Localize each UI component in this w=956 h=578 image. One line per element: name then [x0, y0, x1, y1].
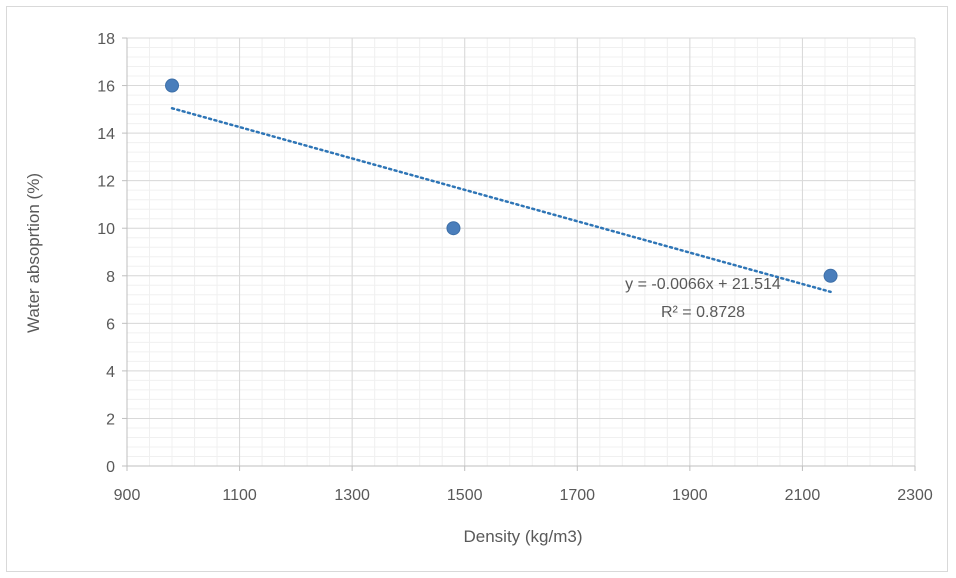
x-tick-label: 2300: [897, 487, 933, 504]
y-tick-label: 12: [97, 174, 115, 191]
x-tick-label: 1300: [334, 487, 370, 504]
y-tick-label: 18: [97, 31, 115, 48]
y-tick-label: 0: [106, 459, 115, 476]
x-tick-label: 1500: [447, 487, 483, 504]
chart-frame: 900 1100 1300 1500 1700 1900 2100 2300 0 2 4 6 8 10 12…: [6, 6, 948, 572]
x-tick-label: 1100: [222, 487, 257, 504]
trendline-equation: y = -0.0066x + 21.514: [625, 276, 781, 293]
data-points: [165, 78, 838, 283]
trendline-group: [170, 106, 832, 294]
data-point: [165, 78, 180, 93]
axes: [122, 37, 916, 471]
data-point: [446, 221, 461, 236]
y-tick-label: 6: [106, 316, 115, 333]
x-axis-label: Density (kg/m3): [463, 527, 582, 546]
y-axis-label: Water absoprtion (%): [24, 173, 43, 333]
y-tick-label: 2: [106, 411, 115, 428]
x-tick-label: 900: [114, 487, 141, 504]
data-point: [823, 268, 838, 283]
y-tick-label: 10: [97, 221, 115, 238]
tick-labels: 900 1100 1300 1500 1700 1900 2100 2300 0 2 4 6 8 10 12…: [97, 31, 933, 504]
scatter-chart: 900 1100 1300 1500 1700 1900 2100 2300 0 2 4 6 8 10 12…: [24, 31, 933, 546]
x-tick-label: 1700: [559, 487, 595, 504]
y-tick-label: 8: [106, 269, 115, 286]
major-gridlines: [126, 37, 916, 467]
y-tick-label: 16: [97, 79, 115, 96]
minor-gridlines: [126, 37, 916, 467]
x-tick-label: 2100: [785, 487, 821, 504]
y-tick-label: 4: [106, 364, 115, 381]
y-tick-label: 14: [97, 126, 115, 143]
x-tick-label: 1900: [672, 487, 708, 504]
trendline-r-squared: R² = 0.8728: [661, 304, 745, 321]
trendline: [170, 106, 832, 294]
